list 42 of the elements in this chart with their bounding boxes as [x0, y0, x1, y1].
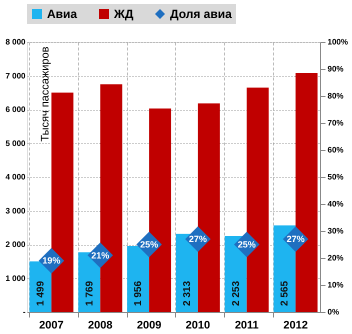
y2-tick-label: 70%	[328, 118, 344, 128]
y2-tick-label: 50%	[328, 172, 344, 182]
data-label: 21%	[91, 250, 110, 260]
y-tick-label: 5 000	[5, 138, 26, 148]
legend-label: ЖД	[113, 7, 134, 21]
legend-label: Доля авиа	[170, 7, 232, 21]
x-tick-label: 2012	[283, 320, 308, 332]
y2-tick-label: 10%	[328, 280, 344, 290]
y-tick-label: 3 000	[5, 206, 26, 216]
y-tick-label: 6 000	[5, 105, 26, 114]
y-tick-label: 7 000	[5, 71, 26, 80]
y-tick-label: 1 000	[5, 274, 26, 283]
y-tick-label: 4 000	[5, 172, 26, 182]
data-label: 2 313	[182, 280, 193, 306]
data-label: 25%	[238, 240, 256, 250]
y2-tick-label: 0%	[328, 308, 340, 316]
x-tick-label: 2008	[88, 320, 112, 332]
y2-tick-label: 100%	[328, 38, 348, 46]
data-label: 19%	[42, 256, 60, 266]
y2-tick-label: 60%	[328, 146, 344, 154]
y2-tick-label: 40%	[328, 200, 344, 208]
y-tick-label: 2 000	[5, 240, 26, 249]
data-label: 27%	[286, 234, 305, 244]
y2-tick-label: 90%	[328, 64, 344, 74]
data-label: 27%	[188, 234, 207, 244]
x-tick-label: 2007	[39, 320, 64, 332]
data-label: 1 956	[133, 280, 144, 306]
data-label: 2 253	[230, 280, 242, 306]
data-label: 2 565	[280, 280, 291, 306]
data-label: 1 499	[35, 280, 46, 306]
x-tick-label: 2010	[186, 320, 210, 332]
data-label: 1 769	[84, 280, 96, 306]
y2-tick-label: 20%	[328, 254, 344, 262]
y-tick-label: 8 000	[5, 38, 26, 46]
legend-label: Авиа	[47, 7, 78, 21]
y-axis-title: Тысяч пассажиров	[40, 46, 52, 142]
data-label: 25%	[140, 240, 158, 250]
y2-tick-label: 80%	[328, 92, 344, 100]
y-tick-label: -	[22, 308, 26, 316]
y2-tick-label: 30%	[328, 226, 344, 236]
x-tick-label: 2009	[136, 320, 162, 332]
x-tick-label: 2011	[234, 320, 259, 332]
